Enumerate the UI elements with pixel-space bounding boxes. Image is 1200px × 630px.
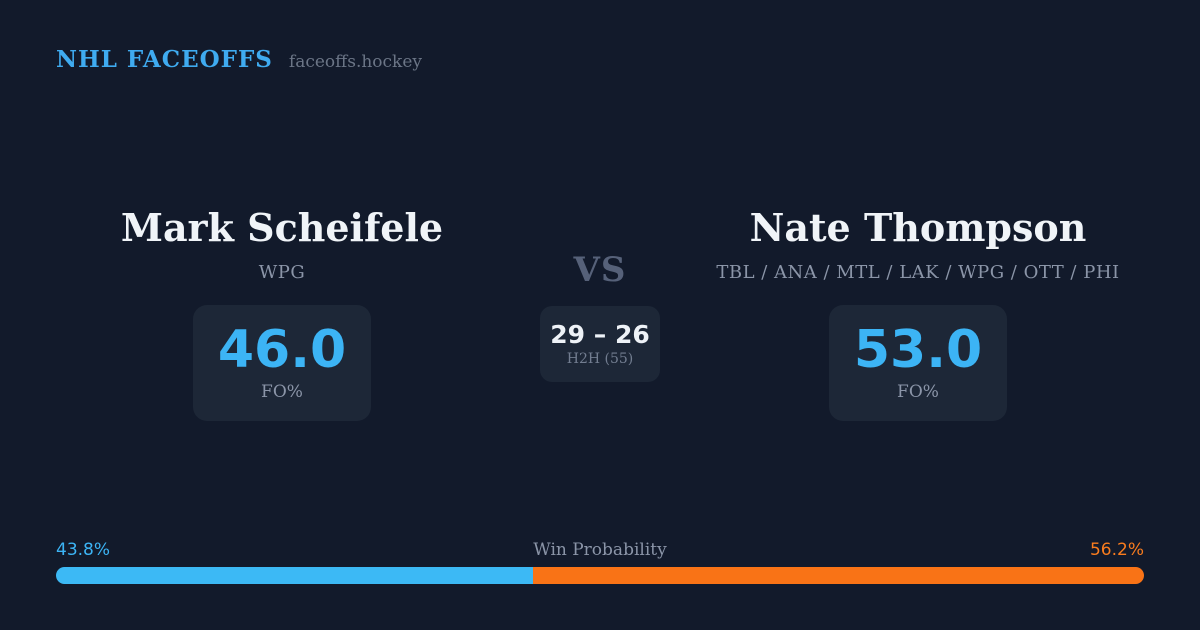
win-probability-labels: 43.8% Win Probability 56.2%: [56, 540, 1144, 560]
head-to-head-box: 29 – 26 H2H (55): [540, 306, 660, 382]
player-left-teams: WPG: [258, 261, 306, 283]
player-right-faceoff-pct: 53.0: [853, 320, 983, 381]
player-right-name: Nate Thompson: [749, 205, 1087, 250]
player-right-column: Nate Thompson TBL / ANA / MTL / LAK / WP…: [668, 206, 1168, 421]
player-right-stat-box: 53.0 FO%: [829, 304, 1007, 421]
player-left-stat-label: FO%: [261, 381, 303, 402]
matchup-center-column: VS 29 – 26 H2H (55): [500, 250, 700, 382]
player-left-faceoff-pct: 46.0: [217, 320, 347, 381]
win-probability-bar-right-segment: [532, 567, 1144, 584]
brand-title: NHL FACEOFFS: [56, 46, 273, 73]
win-probability-bar-left-segment: [56, 567, 533, 584]
player-left-name: Mark Scheifele: [120, 205, 444, 250]
site-url: faceoffs.hockey: [288, 52, 423, 72]
player-left-column: Mark Scheifele WPG 46.0 FO%: [32, 206, 532, 421]
player-left-stat-box: 46.0 FO%: [193, 304, 371, 421]
player-right-teams: TBL / ANA / MTL / LAK / WPG / OTT / PHI: [716, 261, 1120, 283]
win-probability-bar: [56, 567, 1144, 584]
win-probability-title: Win Probability: [533, 540, 667, 560]
win-probability-left-pct: 43.8%: [56, 540, 111, 560]
header: NHL FACEOFFS faceoffs.hockey: [56, 46, 422, 73]
player-right-stat-label: FO%: [897, 381, 939, 402]
vs-label: VS: [573, 250, 627, 290]
head-to-head-label: H2H (55): [566, 351, 634, 368]
head-to-head-score: 29 – 26: [550, 319, 650, 349]
win-probability-right-pct: 56.2%: [1089, 540, 1144, 560]
